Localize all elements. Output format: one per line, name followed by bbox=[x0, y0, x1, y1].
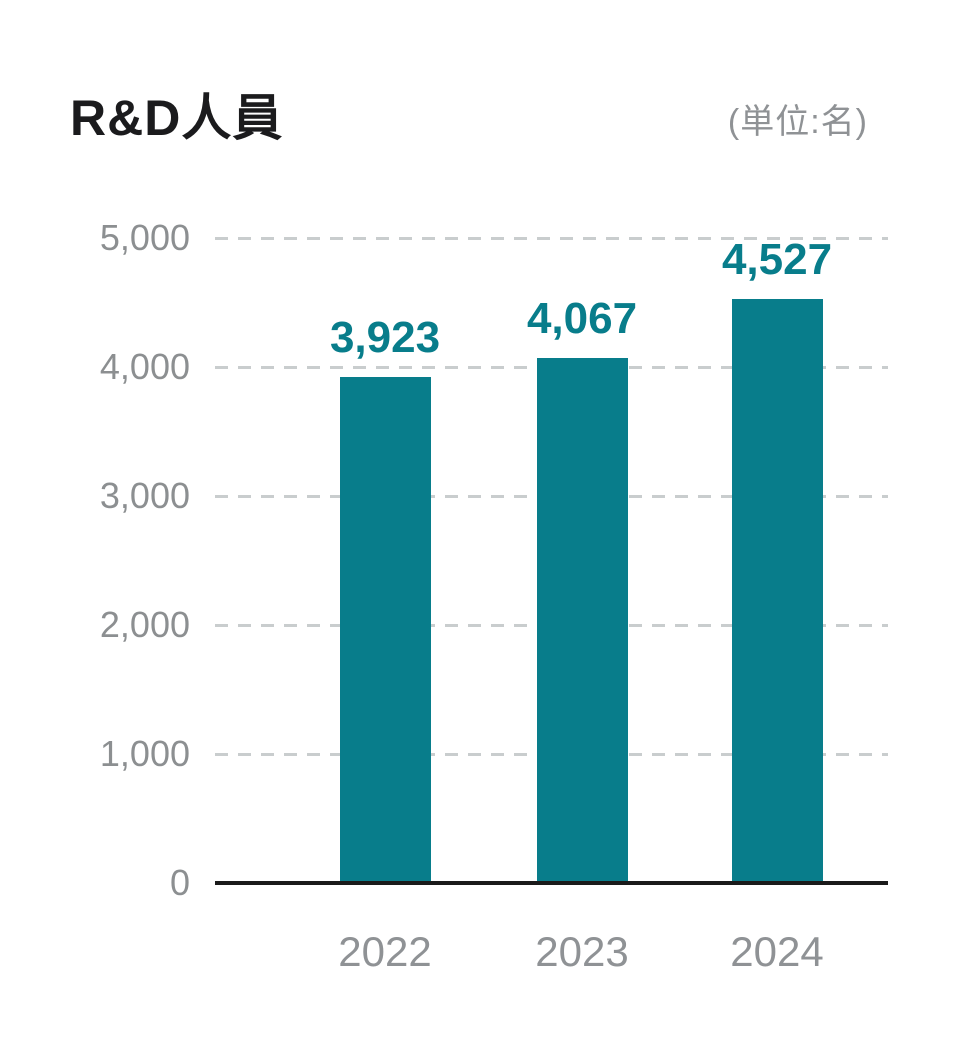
unit-label: (単位:名) bbox=[727, 103, 868, 141]
y-axis: 5,000 4,000 3,000 2,000 1,000 0 bbox=[0, 217, 190, 903]
bar-value-label: 4,067 bbox=[526, 294, 638, 343]
gridline bbox=[215, 237, 888, 240]
y-tick-label: 1,000 bbox=[99, 733, 190, 774]
bar-2022 bbox=[339, 377, 431, 883]
bar-group-2024: 4,527 bbox=[667, 235, 887, 883]
x-axis-line bbox=[215, 881, 888, 885]
x-tick-label-2024: 2024 bbox=[730, 928, 824, 975]
bar-group-2022: 3,923 bbox=[275, 313, 495, 883]
x-tick-label-2022: 2022 bbox=[338, 928, 432, 975]
bar-value-label: 4,527 bbox=[721, 235, 833, 284]
chart-title: R&D人員 bbox=[70, 90, 284, 146]
y-tick-label: 5,000 bbox=[99, 217, 190, 258]
bar-value-label: 3,923 bbox=[329, 313, 441, 362]
bar-2023 bbox=[536, 358, 628, 883]
y-tick-label: 3,000 bbox=[99, 475, 190, 516]
plot-area: 3,923 4,067 4,527 bbox=[215, 235, 888, 885]
bar-group-2023: 4,067 bbox=[472, 294, 692, 883]
x-axis-labels: 2022 2023 2024 bbox=[215, 928, 888, 988]
y-tick-label: 0 bbox=[169, 862, 190, 903]
bar-2024 bbox=[731, 299, 823, 883]
y-tick-label: 4,000 bbox=[99, 346, 190, 387]
y-tick-label: 2,000 bbox=[99, 604, 190, 645]
x-tick-label-2023: 2023 bbox=[535, 928, 629, 975]
